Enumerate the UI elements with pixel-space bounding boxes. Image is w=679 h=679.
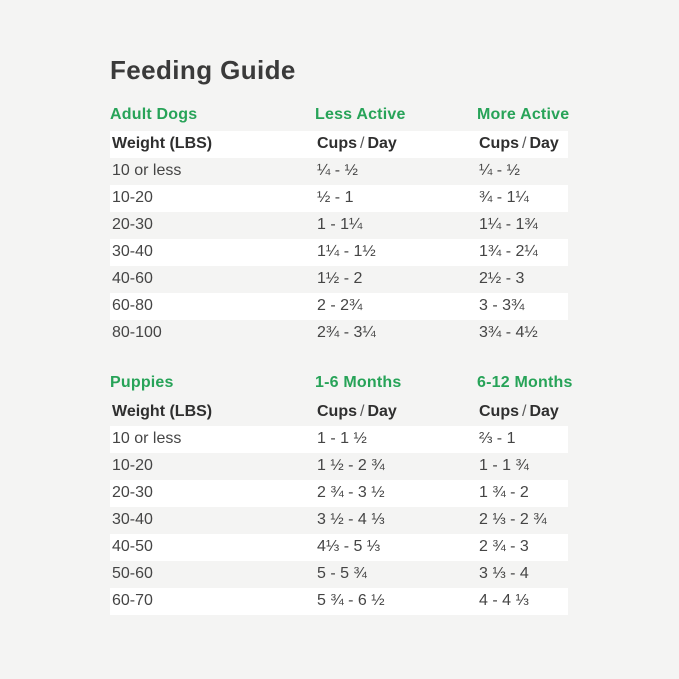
page-title: Feeding Guide	[110, 55, 296, 85]
months-1-6-cell: 4⅓ - 5 ⅓	[317, 538, 381, 556]
table-row: 40-60 1½ - 2 2½ - 3	[110, 266, 568, 293]
months-6-12-cell: 2 ⅓ - 2 ¾	[479, 511, 547, 529]
weight-cell: 20-30	[112, 216, 153, 234]
slash-separator: /	[360, 403, 365, 421]
table-row: 80-100 2¾ - 3¼ 3¾ - 4½	[110, 320, 568, 347]
more-active-cell: ¾ - 1¼	[479, 189, 529, 207]
table-row: 10-20 ½ - 1 ¾ - 1¼	[110, 184, 568, 212]
table-row: 20-30 1 - 1¼ 1¼ - 1¾	[110, 212, 568, 239]
months-1-6-cell: 2 ¾ - 3 ½	[317, 484, 385, 502]
weight-cell: 80-100	[112, 324, 162, 342]
months-1-6-cell: 1 ½ - 2 ¾	[317, 457, 385, 475]
puppies-section-header: Puppies 1-6 Months 6-12 Months	[110, 372, 573, 394]
slash-separator: /	[522, 135, 527, 153]
table-row: 10 or less ¼ - ½ ¼ - ½	[110, 158, 568, 185]
more-active-cell: ¼ - ½	[479, 162, 520, 180]
months-6-12-cell: 2 ¾ - 3	[479, 538, 529, 556]
day-label: Day	[529, 135, 559, 153]
table-row: 30-40 3 ½ - 4 ⅓ 2 ⅓ - 2 ¾	[110, 507, 568, 534]
adult-column-header-row: Weight (LBS) Cups / Day Cups / Day	[110, 130, 568, 158]
months-1-6-cell: 5 ¾ - 6 ½	[317, 592, 385, 610]
weight-cell: 10-20	[112, 457, 153, 475]
weight-header: Weight (LBS)	[112, 403, 213, 421]
adult-section-header: Adult Dogs Less Active More Active	[110, 104, 570, 126]
less-active-cell: ½ - 1	[317, 189, 354, 207]
adult-dogs-label: Adult Dogs	[110, 105, 198, 123]
months-6-12-cell: 3 ⅓ - 4	[479, 565, 529, 583]
day-label: Day	[367, 403, 397, 421]
months-1-6-label: 1-6 Months	[315, 373, 402, 391]
cups-label: Cups	[479, 135, 519, 153]
weight-cell: 30-40	[112, 243, 153, 261]
table-row: 20-30 2 ¾ - 3 ½ 1 ¾ - 2	[110, 479, 568, 507]
months-1-6-cell: 5 - 5 ¾	[317, 565, 367, 583]
less-active-cell: 2¾ - 3¼	[317, 324, 376, 342]
less-active-cell: 1 - 1¼	[317, 216, 363, 234]
feeding-guide-page: Feeding Guide Adult Dogs Less Active Mor…	[110, 55, 573, 615]
less-active-cell: ¼ - ½	[317, 162, 358, 180]
less-active-cell: 2 - 2¾	[317, 297, 363, 315]
more-active-cell: 1¾ - 2¼	[479, 243, 538, 261]
weight-cell: 10 or less	[112, 162, 182, 180]
table-row: 40-50 4⅓ - 5 ⅓ 2 ¾ - 3	[110, 533, 568, 561]
more-active-cell: 1¼ - 1¾	[479, 216, 538, 234]
months-1-6-cell: 3 ½ - 4 ⅓	[317, 511, 385, 529]
more-active-label: More Active	[477, 105, 570, 123]
weight-cell: 10-20	[112, 189, 153, 207]
less-active-cell: 1½ - 2	[317, 270, 363, 288]
cups-label: Cups	[317, 403, 357, 421]
weight-cell: 20-30	[112, 484, 153, 502]
cups-day-header: Cups / Day	[315, 403, 477, 421]
cups-label: Cups	[479, 403, 519, 421]
weight-cell: 40-60	[112, 270, 153, 288]
cups-day-header: Cups / Day	[477, 403, 568, 421]
slash-separator: /	[360, 135, 365, 153]
slash-separator: /	[522, 403, 527, 421]
puppies-table: Puppies 1-6 Months 6-12 Months Weight (L…	[110, 372, 573, 615]
more-active-cell: 2½ - 3	[479, 270, 525, 288]
weight-header: Weight (LBS)	[112, 135, 213, 153]
adult-dogs-table: Adult Dogs Less Active More Active Weigh…	[110, 104, 570, 347]
months-1-6-cell: 1 - 1 ½	[317, 430, 367, 448]
table-row: 50-60 5 - 5 ¾ 3 ⅓ - 4	[110, 561, 568, 588]
weight-cell: 60-80	[112, 297, 153, 315]
weight-cell: 50-60	[112, 565, 153, 583]
months-6-12-cell: 4 - 4 ⅓	[479, 592, 529, 610]
months-6-12-cell: ⅔ - 1	[479, 430, 516, 448]
adult-rows: Weight (LBS) Cups / Day Cups / Day 10 or les…	[110, 130, 568, 347]
more-active-cell: 3 - 3¾	[479, 297, 525, 315]
table-row: 60-70 5 ¾ - 6 ½ 4 - 4 ⅓	[110, 587, 568, 615]
puppies-label: Puppies	[110, 373, 174, 391]
weight-cell: 60-70	[112, 592, 153, 610]
months-6-12-cell: 1 - 1 ¾	[479, 457, 529, 475]
weight-cell: 30-40	[112, 511, 153, 529]
table-row: 30-40 1¼ - 1½ 1¾ - 2¼	[110, 238, 568, 266]
puppies-column-header-row: Weight (LBS) Cups / Day Cups / Day	[110, 399, 568, 426]
cups-label: Cups	[317, 135, 357, 153]
table-row: 10 or less 1 - 1 ½ ⅔ - 1	[110, 425, 568, 453]
less-active-cell: 1¼ - 1½	[317, 243, 376, 261]
table-row: 60-80 2 - 2¾ 3 - 3¾	[110, 292, 568, 320]
months-6-12-label: 6-12 Months	[477, 373, 573, 391]
less-active-label: Less Active	[315, 105, 406, 123]
cups-day-header: Cups / Day	[477, 135, 568, 153]
weight-cell: 10 or less	[112, 430, 182, 448]
day-label: Day	[529, 403, 559, 421]
cups-day-header: Cups / Day	[315, 135, 477, 153]
weight-cell: 40-50	[112, 538, 153, 556]
day-label: Day	[367, 135, 397, 153]
puppies-rows: Weight (LBS) Cups / Day Cups / Day 10 or les…	[110, 399, 568, 615]
more-active-cell: 3¾ - 4½	[479, 324, 538, 342]
months-6-12-cell: 1 ¾ - 2	[479, 484, 529, 502]
table-row: 10-20 1 ½ - 2 ¾ 1 - 1 ¾	[110, 453, 568, 480]
